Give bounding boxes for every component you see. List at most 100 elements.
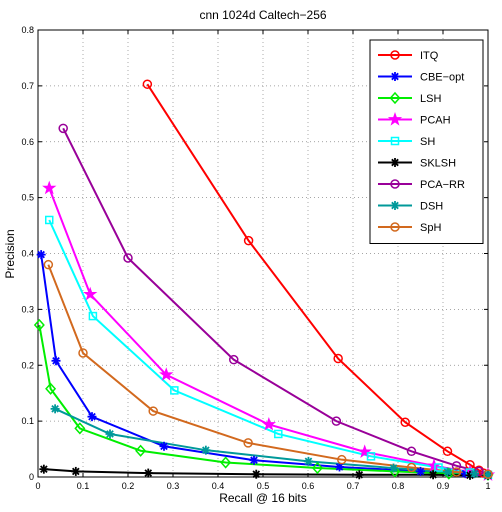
data-point-sh	[434, 463, 443, 472]
y-tick-label: 0	[29, 472, 34, 482]
data-point-cbe-opt	[159, 441, 169, 451]
data-point-lsh	[45, 382, 57, 395]
x-tick-label: 0.9	[437, 481, 450, 491]
y-tick-label: 0.4	[21, 249, 34, 259]
data-point-itq	[442, 446, 453, 457]
y-tick-label: 0.5	[21, 193, 34, 203]
data-point-cbe-opt	[87, 412, 97, 422]
x-tick-label: 0.1	[77, 481, 90, 491]
legend-marker-pcah	[387, 111, 403, 126]
data-point-pcah	[261, 416, 277, 431]
legend-label-itq: ITQ	[420, 50, 439, 62]
data-point-sh	[366, 452, 376, 461]
data-point-dsh	[389, 463, 398, 473]
y-tick-label: 0.3	[21, 304, 34, 314]
legend-marker-sh	[390, 136, 400, 146]
x-tick-label: 1	[485, 481, 490, 491]
data-point-sh	[170, 386, 179, 395]
data-point-lsh	[74, 422, 86, 435]
legend-label-lsh: LSH	[420, 93, 441, 105]
series-line-sh	[48, 219, 489, 476]
data-point-sph	[148, 406, 158, 416]
data-point-cbe-opt	[249, 455, 259, 465]
data-point-pcah	[42, 180, 57, 195]
data-point-lsh	[33, 318, 45, 332]
data-point-sph	[451, 467, 462, 477]
series-line-cbe-opt	[40, 254, 489, 476]
data-point-dsh	[303, 456, 313, 466]
y-tick-label: 0.6	[21, 137, 34, 147]
data-point-itq	[243, 235, 254, 246]
data-point-sph	[483, 469, 493, 479]
legend-marker-lsh	[389, 91, 401, 105]
data-point-sh	[88, 311, 98, 321]
data-point-dsh	[50, 404, 60, 414]
legend-label-pcah: PCAH	[420, 115, 451, 127]
y-tick-label: 0.1	[21, 416, 34, 426]
data-point-sh	[45, 215, 54, 225]
data-point-pca-rr	[58, 123, 68, 134]
data-point-dsh	[470, 469, 479, 479]
data-point-itq	[333, 353, 343, 364]
x-tick-label: 0.2	[122, 481, 135, 491]
data-point-pca-rr	[331, 416, 342, 426]
legend-marker-itq	[390, 50, 400, 60]
data-point-pcah	[83, 286, 98, 301]
x-tick-label: 0.5	[257, 481, 270, 491]
data-point-dsh	[105, 429, 115, 439]
legend-label-dsh: DSH	[420, 201, 443, 213]
data-point-pca-rr	[123, 253, 133, 263]
legend-label-sh: SH	[420, 136, 435, 148]
legend-marker-sph	[390, 222, 400, 232]
series-line-sph	[47, 264, 489, 476]
data-point-sklsh	[143, 468, 153, 478]
data-point-itq	[400, 417, 410, 427]
y-tick-label: 0.2	[21, 360, 34, 370]
x-tick-label: 0.6	[302, 481, 315, 491]
legend-label-pca-rr: PCA−RR	[420, 179, 465, 191]
data-point-itq	[142, 79, 153, 89]
data-point-sph	[78, 348, 88, 358]
legend-label-sph: SpH	[420, 222, 441, 234]
data-point-sklsh	[39, 464, 49, 474]
data-point-sph	[243, 438, 253, 448]
data-point-cbe-opt	[335, 462, 344, 472]
data-point-cbe-opt	[51, 356, 61, 366]
data-point-pca-rr	[229, 354, 239, 365]
plot-area: 0 0.1 0.2 0.3 0.4 0.5 0.6 0.7 0.8 0.9 1 0 0.1 0.2 0.3 0…	[21, 25, 496, 491]
data-point-lsh	[220, 456, 232, 469]
legend-marker-cbe-opt	[390, 72, 400, 81]
legend-marker-sklsh	[390, 158, 400, 167]
legend: ITQ CBE−opt LSH PCAH SH SKLSH PCA−RR DSH SpH	[369, 39, 484, 244]
x-axis-label: Recall @ 16 bits	[219, 491, 307, 505]
legend-marker-pca-rr	[390, 179, 400, 189]
data-point-sklsh	[428, 470, 438, 480]
x-tick-label: 0.8	[392, 481, 405, 491]
data-point-pca-rr	[406, 446, 417, 457]
y-tick-label: 0.8	[21, 25, 34, 35]
data-point-sph	[337, 454, 347, 465]
data-point-dsh	[201, 445, 211, 455]
data-point-sph	[43, 259, 54, 270]
x-tick-label: 0.3	[167, 481, 180, 491]
data-point-pcah	[159, 367, 174, 381]
legend-label-cbe-opt: CBE−opt	[420, 72, 464, 84]
data-point-pcah	[357, 444, 372, 458]
legend-label-sklsh: SKLSH	[420, 158, 456, 170]
data-point-pca-rr	[451, 461, 462, 471]
x-tick-label: 0	[35, 481, 40, 491]
data-point-lsh	[311, 461, 323, 475]
data-point-sh	[274, 429, 283, 439]
data-point-sklsh	[251, 469, 261, 479]
data-point-dsh	[443, 467, 452, 477]
chart-title: cnn 1024d Caltech−256	[199, 8, 326, 22]
x-tick-label: 0.4	[212, 481, 225, 491]
x-tick-label: 0.7	[347, 481, 360, 491]
series-line-lsh	[38, 324, 489, 476]
data-point-sklsh	[354, 470, 364, 480]
data-point-cbe-opt	[416, 466, 425, 476]
data-point-sph	[406, 462, 417, 473]
data-point-cbe-opt	[36, 250, 46, 260]
legend-marker-dsh	[390, 201, 400, 210]
